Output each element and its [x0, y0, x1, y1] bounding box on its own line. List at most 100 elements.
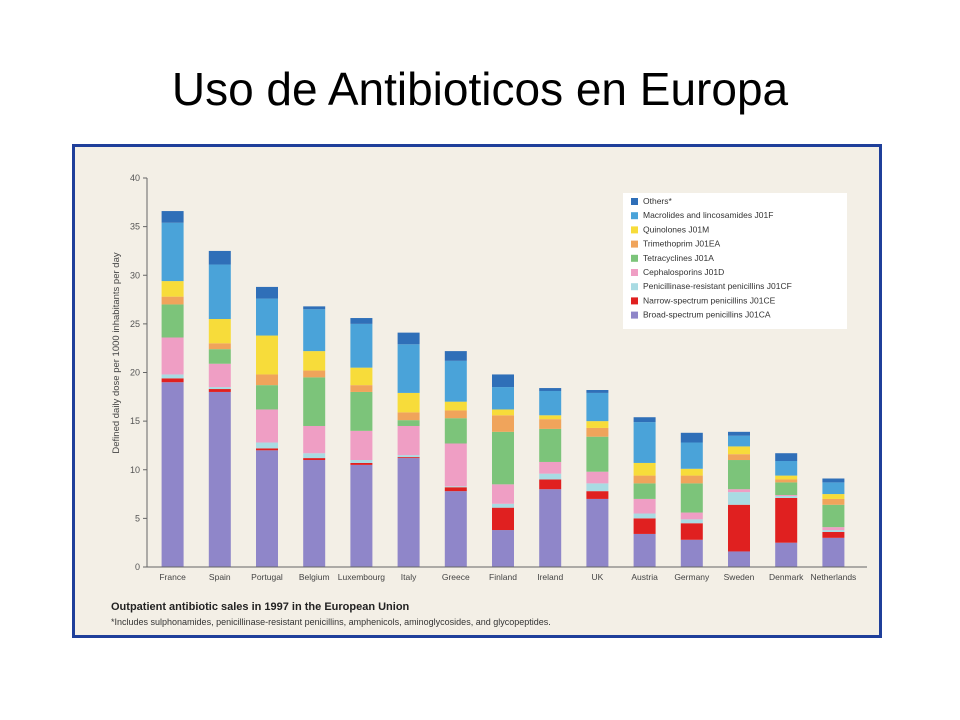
- bar-segment: [492, 503, 514, 508]
- bar-segment: [492, 507, 514, 531]
- bar-segment: [539, 461, 562, 474]
- x-tick-label: UK: [591, 572, 603, 582]
- x-tick-label: Germany: [674, 572, 710, 582]
- bar-segment: [492, 374, 514, 388]
- bar-stack: [397, 332, 420, 567]
- bar-segment: [161, 211, 184, 223]
- bar-stack: [444, 351, 467, 567]
- bar-segment: [397, 412, 420, 421]
- bar-stack: [728, 431, 750, 567]
- bar-segment: [539, 390, 562, 416]
- bar-segment: [822, 531, 845, 538]
- bar-segment: [303, 458, 326, 461]
- bar-segment: [728, 460, 750, 490]
- x-tick-label: Italy: [401, 572, 417, 582]
- legend-swatch: [631, 297, 638, 305]
- bar-segment: [586, 392, 609, 422]
- bar-segment: [586, 491, 609, 499]
- bar-segment: [350, 367, 373, 386]
- legend-entry: Cephalosporins J01D: [631, 267, 724, 277]
- bar-segment: [586, 483, 609, 492]
- bar-segment: [208, 389, 231, 392]
- bar-segment: [775, 495, 798, 497]
- bar-segment: [822, 494, 845, 499]
- legend-entry: Quinolones J01M: [631, 224, 709, 234]
- bar-segment: [444, 401, 467, 411]
- bar-segment: [256, 335, 278, 375]
- bar-segment: [208, 387, 231, 390]
- bar-segment: [161, 337, 184, 375]
- bar-stack: [256, 286, 278, 567]
- bar-segment: [208, 363, 231, 388]
- bar-segment: [208, 391, 231, 567]
- bar-segment: [680, 442, 703, 469]
- bar-segment: [256, 385, 278, 410]
- bar-segment: [680, 483, 703, 513]
- bar-segment: [680, 512, 703, 520]
- bar-segment: [539, 473, 562, 480]
- legend-entry: Narrow-spectrum penicillins J01CE: [631, 295, 776, 305]
- x-tick-label: Finland: [489, 572, 517, 582]
- x-tick-label: Netherlands: [810, 572, 856, 582]
- bar-segment: [775, 542, 798, 567]
- bar-segment: [303, 377, 326, 426]
- chart-figure: 0 5 10 15 20 25 30 35 40 France Spain Portugal Belg…: [72, 144, 882, 638]
- legend-label: Trimethoprim J01EA: [643, 239, 720, 249]
- bar-segment: [444, 443, 467, 487]
- legend-entry: Penicillinase-resistant penicillins J01C…: [631, 281, 792, 291]
- bar-segment: [208, 343, 231, 350]
- bar-stack: [680, 432, 703, 567]
- y-tick-label: 25: [130, 319, 140, 329]
- bar-segment: [728, 551, 750, 567]
- bar-segment: [822, 504, 845, 528]
- bar-segment: [397, 332, 420, 345]
- bar-segment: [303, 309, 326, 352]
- x-tick-label: France: [159, 572, 186, 582]
- bar-segment: [350, 385, 373, 392]
- y-axis: 0 5 10 15 20 25 30 35 40: [130, 173, 148, 572]
- bar-segment: [208, 250, 231, 265]
- bar-segment: [444, 418, 467, 444]
- legend-swatch: [631, 254, 638, 262]
- bar-segment: [680, 523, 703, 540]
- legend-entry: Others*: [631, 196, 673, 206]
- bar-segment: [539, 419, 562, 429]
- legend-label: Others*: [643, 196, 673, 206]
- bar-stack: [586, 390, 609, 567]
- bar-segment: [350, 462, 373, 465]
- bar-segment: [633, 518, 656, 534]
- bar-segment: [633, 483, 656, 499]
- legend-label: Quinolones J01M: [643, 224, 709, 234]
- bar-segment: [775, 453, 798, 461]
- bar-segment: [444, 351, 467, 361]
- bar-segment: [586, 498, 609, 567]
- bar-segment: [586, 471, 609, 484]
- legend-swatch: [631, 240, 638, 248]
- bar-segment: [728, 431, 750, 436]
- legend-label: Penicillinase-resistant penicillins J01C…: [643, 281, 792, 291]
- bar-segment: [633, 422, 656, 463]
- x-tick-label: Austria: [631, 572, 658, 582]
- legend-box: [623, 193, 847, 329]
- stacked-bar-chart: 0 5 10 15 20 25 30 35 40 France Spain Portugal Belg…: [111, 173, 867, 582]
- bar-segment: [775, 479, 798, 483]
- y-axis-title: Defined daily dose per 1000 inhabitants …: [111, 252, 122, 453]
- bar-segment: [256, 448, 278, 451]
- bar-stack: [539, 388, 562, 567]
- x-tick-label: Denmark: [769, 572, 804, 582]
- legend-swatch: [631, 283, 638, 291]
- y-tick-label: 0: [135, 562, 140, 572]
- bar-stack: [303, 306, 326, 567]
- y-tick-label: 30: [130, 270, 140, 280]
- bar-segment: [633, 462, 656, 476]
- bars: [161, 211, 845, 567]
- bar-segment: [822, 498, 845, 505]
- bar-segment: [303, 453, 326, 459]
- legend: Others* Macrolides and lincosamides J01F Q…: [623, 193, 847, 329]
- bar-segment: [397, 344, 420, 393]
- bar-segment: [775, 497, 798, 543]
- y-tick-label: 40: [130, 173, 140, 183]
- bar-segment: [680, 539, 703, 567]
- legend-entry: Tetracyclines J01A: [631, 253, 714, 263]
- bar-segment: [161, 296, 184, 305]
